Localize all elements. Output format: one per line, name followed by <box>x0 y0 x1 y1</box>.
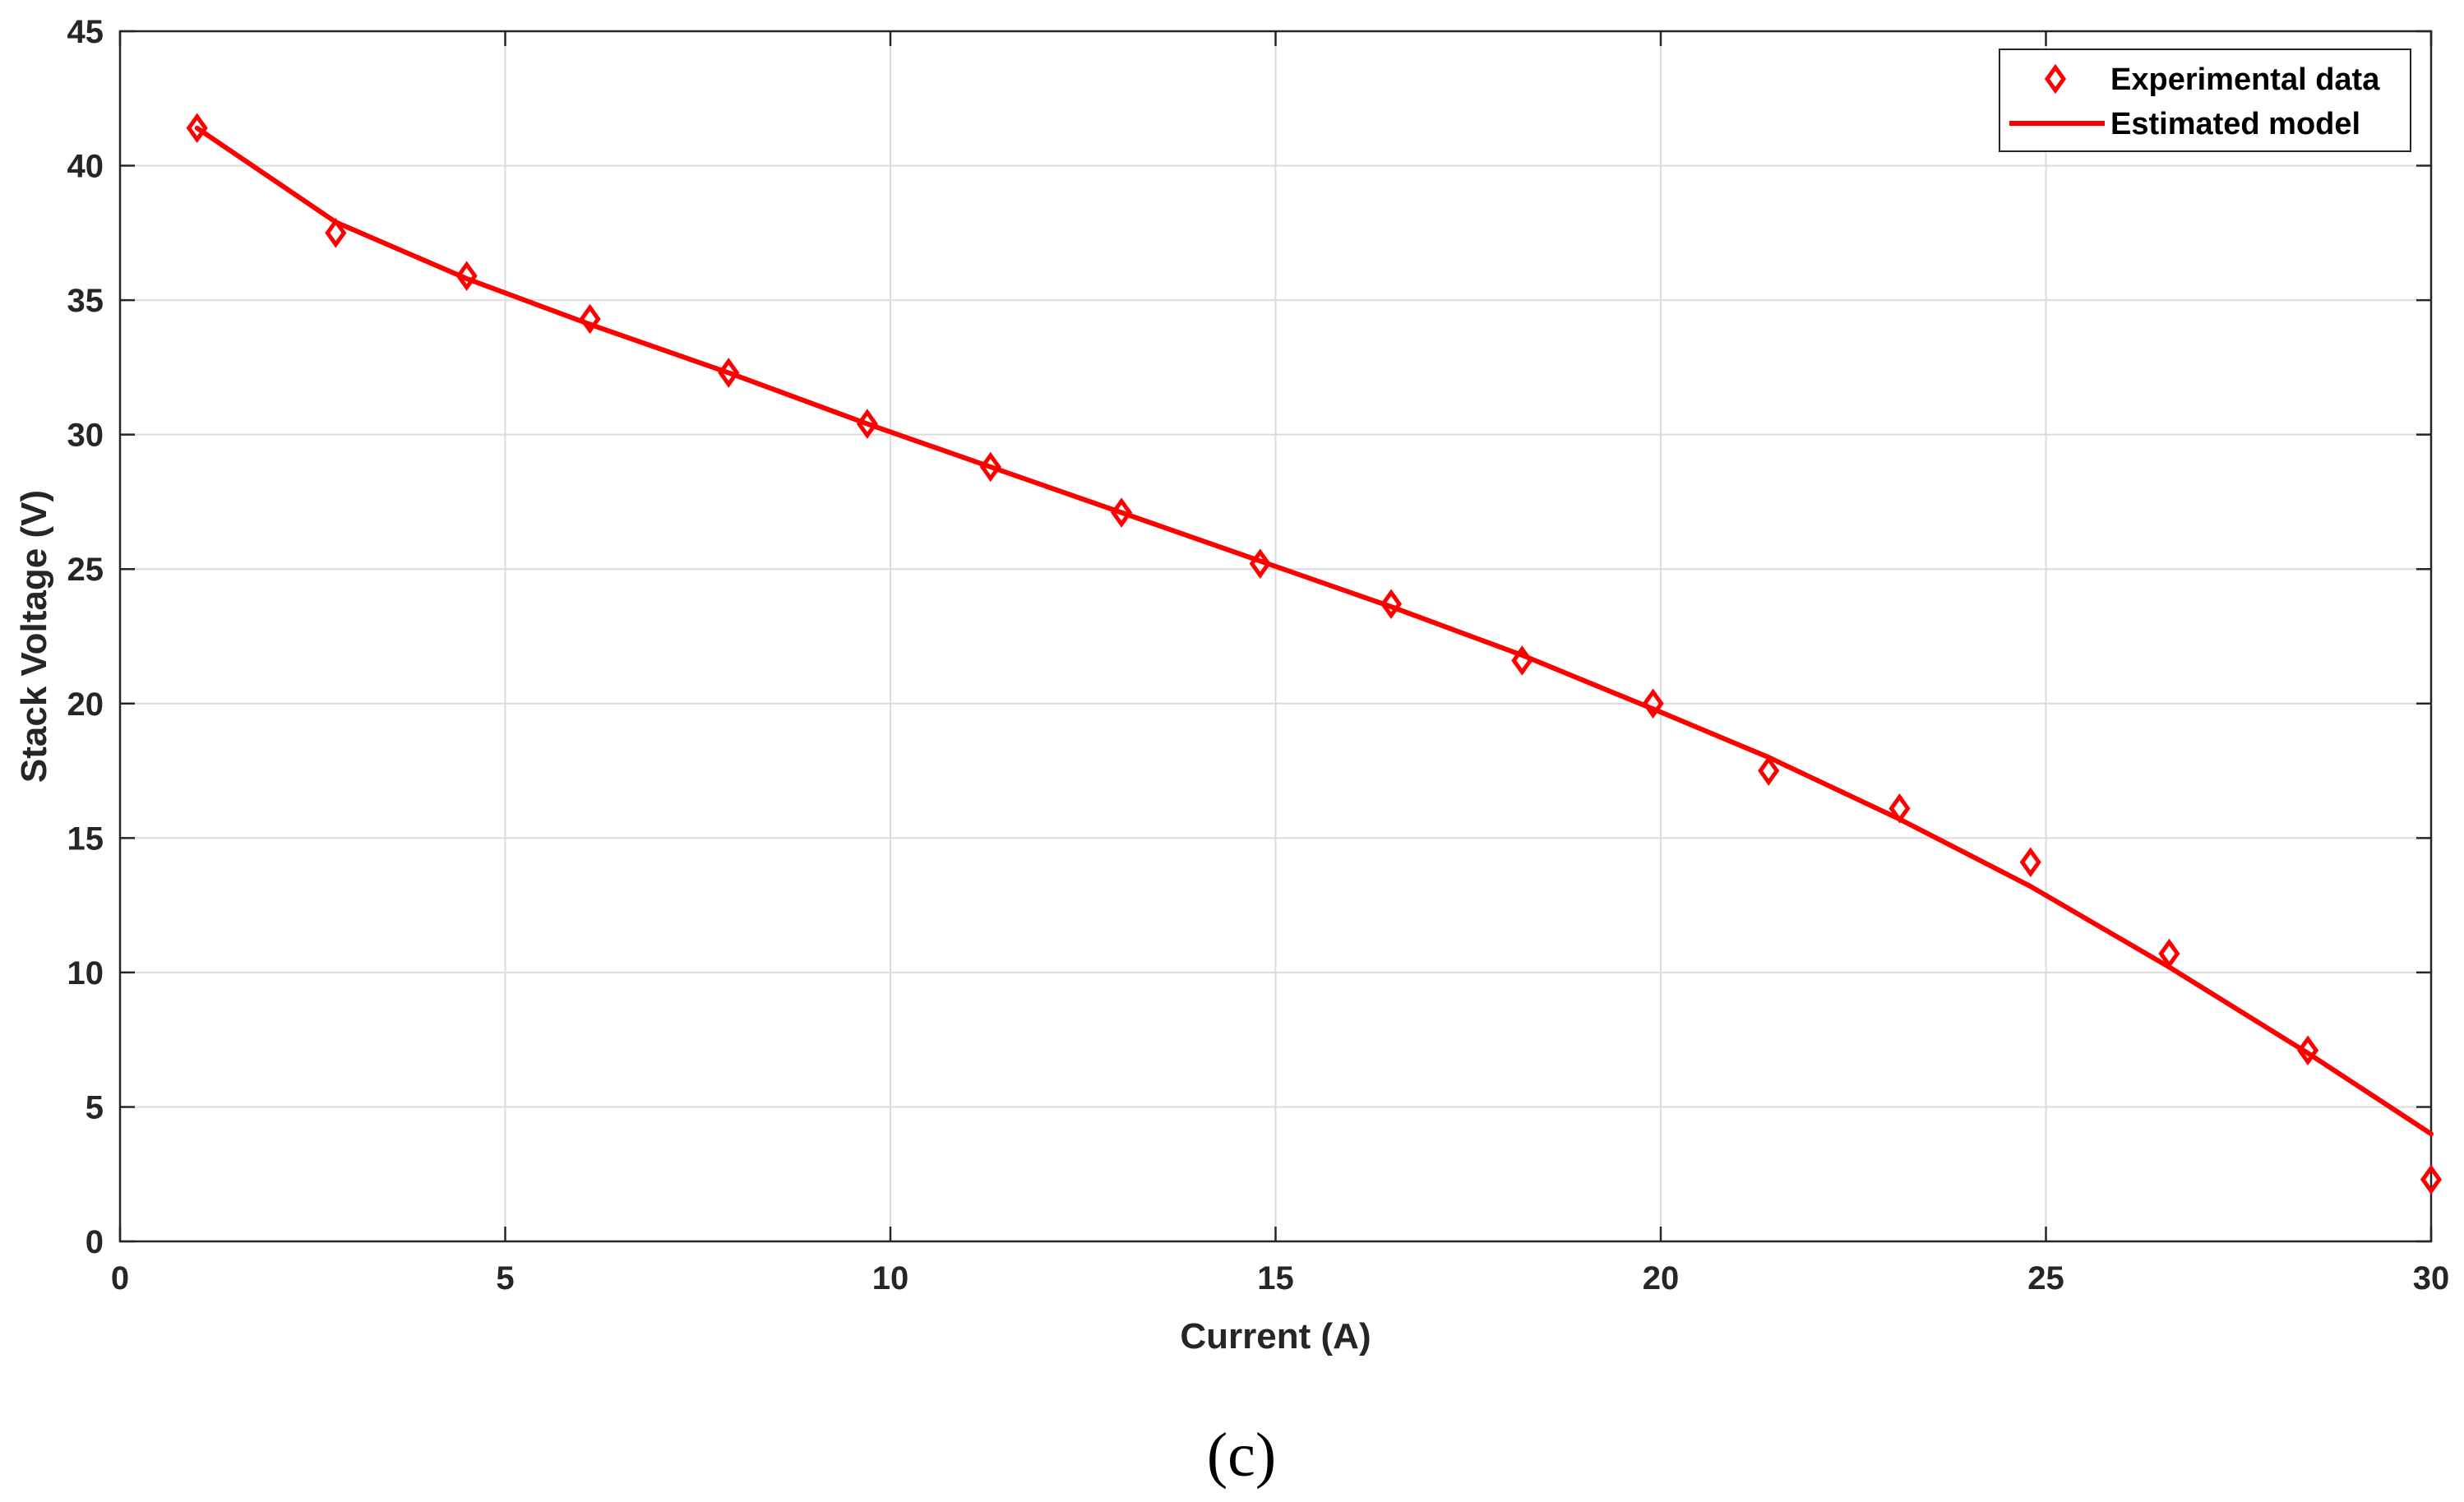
legend: Experimental data Estimated model <box>1999 49 2411 152</box>
x-axis-tick-labels: 0 5 10 15 20 25 30 <box>111 1260 2449 1296</box>
data-point-diamond <box>455 261 478 291</box>
y-tick-label: 0 <box>86 1224 104 1260</box>
x-tick-label: 30 <box>2413 1260 2450 1296</box>
y-tick-label: 35 <box>67 283 104 319</box>
data-point-diamond <box>325 218 347 248</box>
y-tick-label: 25 <box>67 552 104 588</box>
data-point-diamond <box>979 451 1001 483</box>
series-markers-experimental-data <box>186 113 2443 1195</box>
y-tick-label: 45 <box>67 14 104 50</box>
y-tick-label: 10 <box>67 955 104 991</box>
data-point-diamond <box>2019 847 2041 878</box>
axis-ticks <box>118 30 2433 1243</box>
data-point-diamond <box>856 409 878 439</box>
y-axis-title: Stack Voltage (V) <box>14 490 54 783</box>
data-point-diamond <box>579 303 601 335</box>
x-tick-label: 0 <box>111 1260 129 1296</box>
grid-lines <box>120 31 2431 1241</box>
x-tick-label: 15 <box>1257 1260 1294 1296</box>
legend-experimental-data-marker-icon <box>2044 63 2067 95</box>
x-tick-label: 5 <box>496 1260 514 1296</box>
legend-label-estimated-model: Estimated model <box>2110 107 2360 141</box>
figure-caption: (c) <box>1207 1421 1276 1490</box>
y-tick-label: 5 <box>86 1089 104 1125</box>
series-line-estimated-model <box>194 125 2434 1137</box>
data-point-diamond <box>1380 589 1403 620</box>
x-tick-label: 25 <box>2027 1260 2064 1296</box>
legend-label-experimental-data: Experimental data <box>2110 62 2380 97</box>
data-point-diamond <box>1642 688 1664 719</box>
data-point-diamond <box>1111 497 1133 528</box>
data-point-diamond <box>2420 1164 2443 1195</box>
data-point-diamond <box>1249 548 1271 579</box>
data-point-diamond <box>1888 793 1911 824</box>
data-point-diamond <box>2158 938 2180 969</box>
series-layer <box>186 113 2443 1195</box>
data-point-diamond <box>1511 645 1533 676</box>
y-tick-label: 20 <box>67 686 104 723</box>
data-point-diamond <box>186 113 208 144</box>
y-tick-label: 40 <box>67 149 104 185</box>
data-point-diamond <box>1758 756 1780 786</box>
data-point-diamond <box>2297 1035 2319 1066</box>
x-tick-label: 10 <box>872 1260 909 1296</box>
y-tick-label: 30 <box>67 418 104 454</box>
y-tick-label: 15 <box>67 820 104 857</box>
x-axis-title: Current (A) <box>1180 1316 1371 1356</box>
x-tick-label: 20 <box>1643 1260 1680 1296</box>
y-axis-tick-labels: 0 5 10 15 20 25 30 35 40 45 <box>67 14 104 1260</box>
legend-box <box>1999 49 2411 152</box>
data-point-diamond <box>718 358 740 388</box>
